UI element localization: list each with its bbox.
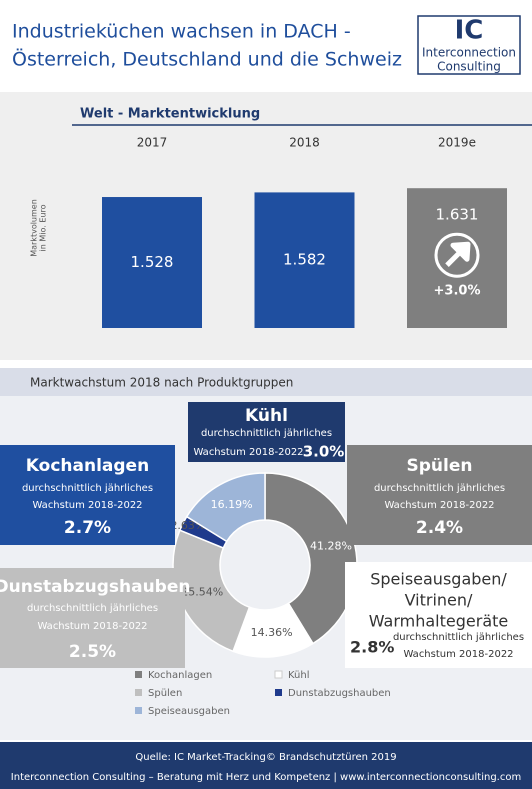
callout-box	[347, 445, 532, 545]
callout-box	[0, 445, 175, 545]
callout-text: durchschnittlich jährliches	[27, 603, 158, 614]
x-tick-label: 2019e	[438, 136, 476, 150]
title: Österreich, Deutschland und die Schweiz	[12, 48, 402, 71]
callout-name: Vitrinen/	[405, 591, 473, 610]
bar	[102, 197, 202, 328]
y-axis-label: in Mio. Euro	[39, 204, 48, 251]
chart-title: Welt - Marktentwicklung	[80, 107, 260, 122]
legend-label: Kochanlagen	[148, 670, 212, 681]
logo-frame	[417, 15, 521, 75]
value-label: 16.19%	[211, 498, 253, 511]
bar	[254, 192, 355, 328]
callout-name: Kühl	[245, 406, 288, 426]
legend-label: Spülen	[148, 688, 182, 699]
callout-rate: 2.4%	[416, 518, 463, 538]
callout-rate: 2.5%	[69, 642, 116, 662]
footer-tagline: Interconnection Consulting – Beratung mi…	[11, 772, 521, 783]
legend-label: Kühl	[288, 670, 310, 681]
arrow	[445, 241, 471, 267]
legend-swatch	[275, 689, 282, 696]
value-label: 1.528	[131, 253, 174, 271]
logo: IC	[455, 16, 484, 46]
callout-text: Wachstum 2018-2022	[403, 649, 513, 660]
legend-label: Dunstabzugshauben	[288, 688, 391, 699]
pie-slice	[185, 472, 266, 543]
value-label: 14.36%	[251, 626, 293, 639]
callout-name: Spülen	[407, 456, 473, 476]
title: Industrieküchen wachsen in DACH -	[12, 21, 351, 43]
callout-text: Wachstum 2018-2022	[37, 621, 147, 632]
x-tick-label: 2017	[137, 136, 168, 150]
footer-bg	[0, 742, 532, 789]
annotation: +3.0%	[434, 284, 481, 299]
legend-swatch	[135, 707, 142, 714]
pie-slice	[264, 472, 358, 645]
footer-source: Quelle: IC Market-Tracking© Brandschutzt…	[135, 752, 396, 763]
legend-swatch	[135, 671, 142, 678]
callout-text: Wachstum 2018-2022	[32, 500, 142, 511]
arrow-circle	[434, 232, 480, 278]
value-label: 41.28%	[310, 539, 352, 552]
callout-name: Warmhaltegeräte	[369, 612, 509, 631]
callout-name: Dunstabzugshauben	[0, 577, 190, 597]
logo-text: Interconnection	[422, 46, 516, 60]
value-label: 1.631	[436, 206, 479, 224]
callout-rate: 3.0%	[303, 443, 345, 461]
callout-text: durchschnittlich jährliches	[374, 483, 505, 494]
y-axis-label: Marktvolumen	[30, 199, 39, 257]
callout-name: Kochanlagen	[26, 456, 149, 476]
callout-box	[188, 402, 345, 462]
callout-rate: 2.7%	[64, 518, 111, 538]
legend-label: Speiseausgaben	[148, 706, 230, 717]
callout-text: durchschnittlich jährliches	[393, 632, 524, 643]
callout-name: Speiseausgaben/	[370, 570, 507, 589]
callout-box	[345, 562, 532, 668]
callout-text: Wachstum 2018-2022	[384, 500, 494, 511]
callout-text: Wachstum 2018-2022	[193, 447, 303, 458]
callout-text: durchschnittlich jährliches	[22, 483, 153, 494]
callout-box	[0, 568, 185, 668]
value-label: 25.54%	[181, 586, 223, 599]
callout-rate: 2.8%	[350, 638, 394, 657]
chart-title: Marktwachstum 2018 nach Produktgruppen	[30, 376, 293, 390]
pie-header-bg	[0, 368, 532, 396]
value-label: 1.582	[283, 251, 326, 269]
logo-text: Consulting	[437, 60, 501, 74]
x-tick-label: 2018	[289, 136, 320, 150]
pie-slice	[172, 529, 251, 653]
legend-swatch	[274, 670, 283, 679]
legend-swatch	[135, 689, 142, 696]
callout-text: durchschnittlich jährliches	[201, 428, 332, 439]
